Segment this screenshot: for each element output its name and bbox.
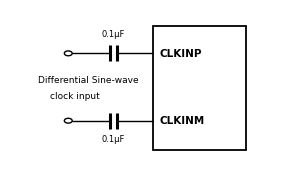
Polygon shape: [153, 26, 246, 150]
Text: CLKINP: CLKINP: [159, 49, 202, 59]
Text: CLKINM: CLKINM: [159, 116, 205, 126]
Text: 0.1μF: 0.1μF: [102, 30, 125, 39]
Text: 0.1μF: 0.1μF: [102, 135, 125, 144]
Text: Differential Sine-wave: Differential Sine-wave: [38, 76, 138, 85]
Text: clock input: clock input: [50, 92, 99, 101]
